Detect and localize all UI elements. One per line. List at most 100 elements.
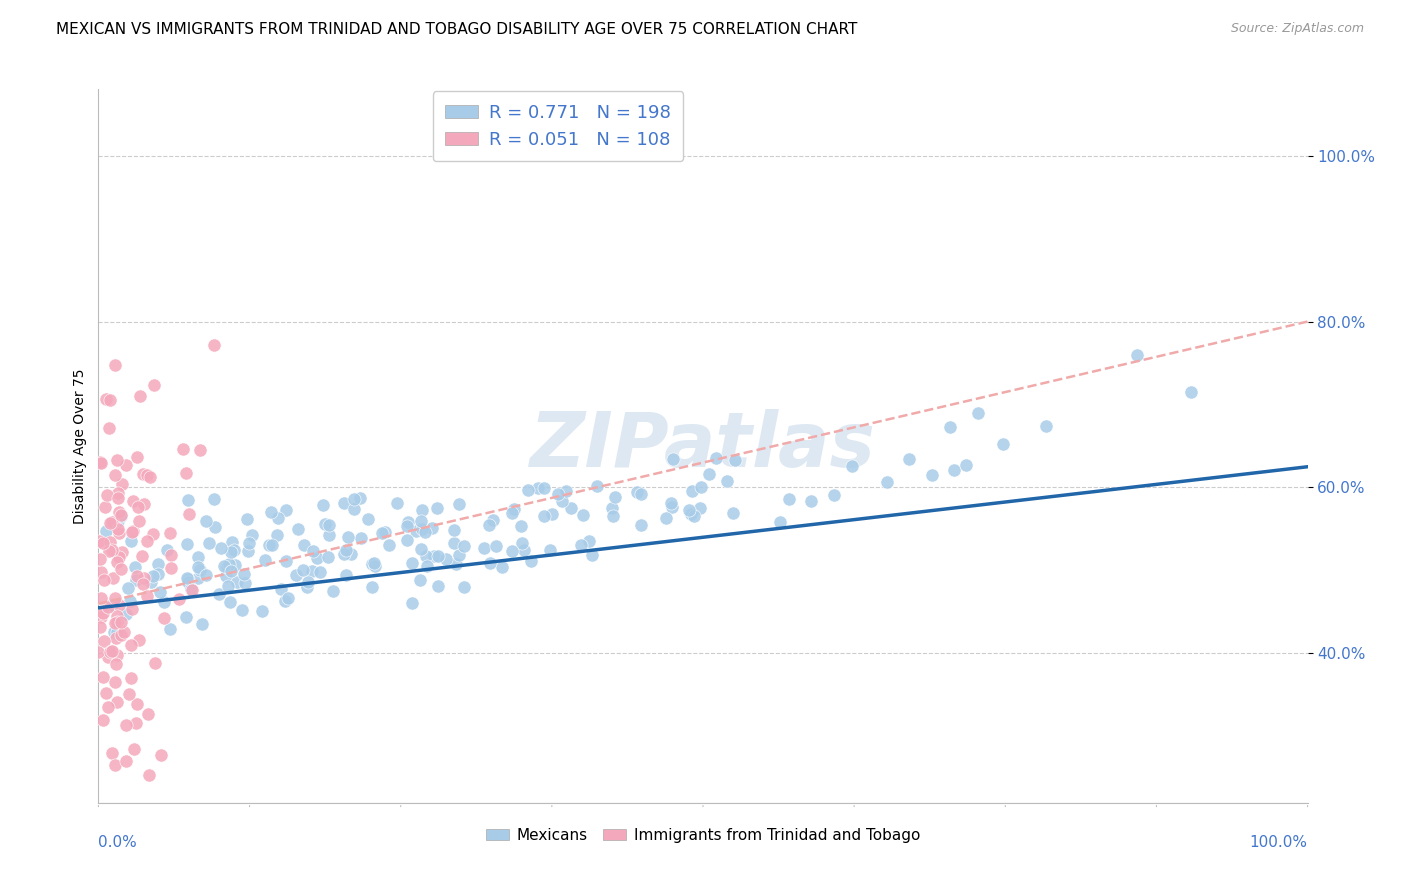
Point [225, 575, 247, 590]
Text: 0.0%: 0.0% [98, 835, 138, 850]
Point [187, 571, 209, 585]
Point [129, 389, 152, 403]
Point [124, 742, 146, 756]
Point [131, 549, 153, 563]
Point [107, 514, 129, 528]
Point [218, 595, 240, 609]
Point [716, 475, 738, 489]
Point [259, 505, 281, 519]
Point [413, 524, 436, 539]
Point [533, 508, 555, 523]
Point [678, 503, 700, 517]
Point [97, 599, 120, 614]
Point [276, 503, 298, 517]
Point [118, 687, 141, 701]
Point [104, 616, 127, 631]
Point [697, 467, 720, 482]
Point [302, 544, 325, 558]
Point [420, 521, 443, 535]
Point [339, 548, 361, 562]
Point [104, 358, 127, 372]
Point [233, 567, 256, 582]
Point [120, 638, 142, 652]
Point [602, 508, 624, 523]
Point [478, 517, 501, 532]
Point [581, 548, 603, 562]
Point [224, 558, 246, 573]
Point [134, 571, 156, 585]
Point [939, 420, 962, 434]
Point [630, 517, 652, 532]
Point [98, 516, 121, 530]
Point [125, 697, 148, 711]
Point [105, 695, 128, 709]
Point [180, 582, 202, 597]
Point [357, 512, 380, 526]
Point [343, 491, 366, 506]
Point [778, 491, 800, 506]
Point [160, 548, 183, 562]
Point [681, 483, 703, 498]
Point [472, 541, 495, 555]
Point [143, 378, 166, 392]
Point [107, 505, 129, 519]
Point [98, 645, 121, 659]
Point [202, 338, 225, 352]
Point [533, 481, 555, 495]
Point [142, 568, 165, 582]
Point [662, 452, 685, 467]
Point [124, 560, 146, 574]
Point [105, 555, 128, 569]
Point [146, 557, 169, 571]
Point [153, 595, 176, 609]
Point [100, 644, 122, 658]
Point [586, 479, 609, 493]
Point [98, 392, 121, 407]
Point [98, 544, 121, 558]
Point [117, 581, 139, 595]
Point [111, 477, 134, 491]
Point [111, 545, 134, 559]
Point [364, 559, 387, 574]
Point [423, 549, 446, 564]
Point [478, 556, 501, 570]
Point [654, 511, 676, 525]
Point [679, 508, 702, 522]
Point [160, 561, 183, 575]
Point [127, 569, 149, 583]
Point [172, 442, 194, 456]
Point [104, 468, 127, 483]
Point [266, 527, 288, 541]
Point [132, 497, 155, 511]
Point [841, 459, 863, 474]
Point [105, 609, 128, 624]
Point [114, 718, 136, 732]
Point [661, 500, 683, 514]
Point [600, 500, 623, 515]
Text: ZIPatlas: ZIPatlas [530, 409, 876, 483]
Point [202, 492, 225, 507]
Point [149, 584, 172, 599]
Point [898, 452, 921, 467]
Point [141, 574, 163, 589]
Point [159, 623, 181, 637]
Point [121, 602, 143, 616]
Point [221, 534, 243, 549]
Point [121, 525, 143, 540]
Point [578, 533, 600, 548]
Point [1126, 348, 1149, 362]
Point [96, 686, 118, 700]
Point [721, 506, 744, 520]
Point [90, 610, 112, 624]
Point [502, 501, 524, 516]
Point [447, 548, 470, 562]
Point [176, 571, 198, 585]
Point [159, 526, 181, 541]
Point [128, 632, 150, 647]
Point [136, 707, 159, 722]
Point [259, 538, 281, 552]
Point [363, 556, 385, 570]
Point [291, 563, 314, 577]
Point [550, 494, 572, 508]
Point [120, 671, 142, 685]
